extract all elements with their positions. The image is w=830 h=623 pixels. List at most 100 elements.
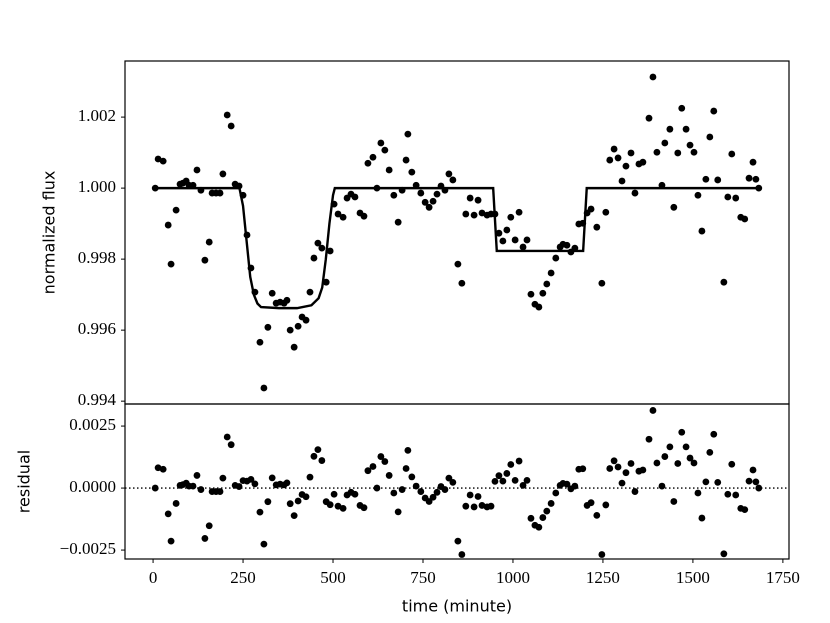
data-point xyxy=(381,458,389,465)
data-point xyxy=(670,203,678,211)
data-point xyxy=(433,190,441,198)
data-point xyxy=(310,254,318,262)
y-tick-label: 1.000 xyxy=(78,177,116,196)
axes-frame xyxy=(124,60,790,405)
data-point xyxy=(172,206,180,214)
x-tick-label: 500 xyxy=(320,568,346,587)
data-point xyxy=(745,174,753,182)
data-point xyxy=(290,512,298,519)
x-axis-label: time (minute) xyxy=(402,597,512,616)
data-point xyxy=(519,243,527,251)
data-point xyxy=(563,241,571,249)
model-line xyxy=(153,186,758,310)
data-point xyxy=(507,213,515,221)
data-point xyxy=(622,162,630,170)
data-point xyxy=(219,474,227,482)
data-point xyxy=(618,479,626,487)
data-point xyxy=(227,441,235,449)
data-point xyxy=(360,212,368,220)
data-point xyxy=(511,476,519,484)
data-point xyxy=(197,486,205,493)
x-tick-label: 250 xyxy=(230,568,256,587)
data-point xyxy=(458,551,466,558)
data-point xyxy=(649,407,657,414)
data-point xyxy=(678,104,686,112)
data-point xyxy=(535,303,543,311)
y-tick-label: 0.998 xyxy=(78,248,116,267)
data-point xyxy=(610,145,618,153)
data-point xyxy=(466,194,474,202)
data-point xyxy=(425,203,433,211)
data-point xyxy=(264,323,272,331)
data-point xyxy=(470,211,478,219)
x-tick-label: 1500 xyxy=(676,568,710,587)
data-point xyxy=(159,465,167,473)
data-point xyxy=(172,500,180,507)
data-point xyxy=(724,193,732,201)
data-point xyxy=(364,159,372,167)
data-point xyxy=(216,189,224,197)
data-point xyxy=(547,500,555,507)
data-point xyxy=(543,507,551,515)
data-point xyxy=(417,189,425,197)
y-tick-label: −0.0025 xyxy=(60,539,116,558)
data-point xyxy=(706,133,714,141)
data-point xyxy=(598,279,606,287)
data-point xyxy=(702,175,710,183)
y-tick-label: 1.002 xyxy=(78,106,116,125)
data-point xyxy=(614,463,622,471)
data-point xyxy=(631,189,639,197)
x-tick-label: 1000 xyxy=(496,568,530,587)
data-point xyxy=(193,166,201,174)
data-point xyxy=(402,156,410,164)
data-point xyxy=(201,535,209,542)
data-point xyxy=(283,296,291,304)
data-point xyxy=(429,493,437,501)
axes-frame xyxy=(124,403,790,560)
data-point xyxy=(752,175,760,183)
data-point xyxy=(314,239,322,247)
data-point xyxy=(294,322,302,330)
data-point xyxy=(503,470,511,477)
y-tick-label: 0.0000 xyxy=(69,477,116,496)
data-point xyxy=(302,316,310,324)
data-point xyxy=(373,484,381,492)
data-point xyxy=(235,483,243,490)
data-point xyxy=(433,488,441,496)
data-point xyxy=(351,193,359,201)
y-tick-label: 0.996 xyxy=(78,319,116,338)
data-point xyxy=(167,537,175,545)
data-point xyxy=(690,459,698,467)
data-point xyxy=(385,166,393,174)
data-point xyxy=(535,523,543,531)
data-point xyxy=(682,125,690,133)
data-point xyxy=(587,499,595,507)
data-point xyxy=(752,478,760,486)
data-point xyxy=(441,486,449,493)
data-point xyxy=(741,215,749,223)
data-point xyxy=(164,510,172,518)
data-point xyxy=(377,139,385,147)
data-point xyxy=(227,122,235,130)
data-point xyxy=(454,537,462,545)
data-point xyxy=(247,475,255,483)
data-point xyxy=(449,478,457,486)
data-point xyxy=(223,433,231,441)
data-point xyxy=(445,170,453,178)
data-point xyxy=(649,73,657,81)
data-point xyxy=(408,473,416,481)
data-point xyxy=(306,473,314,481)
data-point xyxy=(694,489,702,497)
data-point xyxy=(381,146,389,154)
data-point xyxy=(417,488,425,495)
data-point xyxy=(334,210,342,218)
data-point xyxy=(151,484,159,492)
data-point xyxy=(728,150,736,158)
data-point xyxy=(622,469,630,477)
data-point xyxy=(306,288,314,296)
data-point xyxy=(466,491,474,499)
data-point xyxy=(698,514,706,522)
data-point xyxy=(720,278,728,286)
data-point xyxy=(618,177,626,185)
